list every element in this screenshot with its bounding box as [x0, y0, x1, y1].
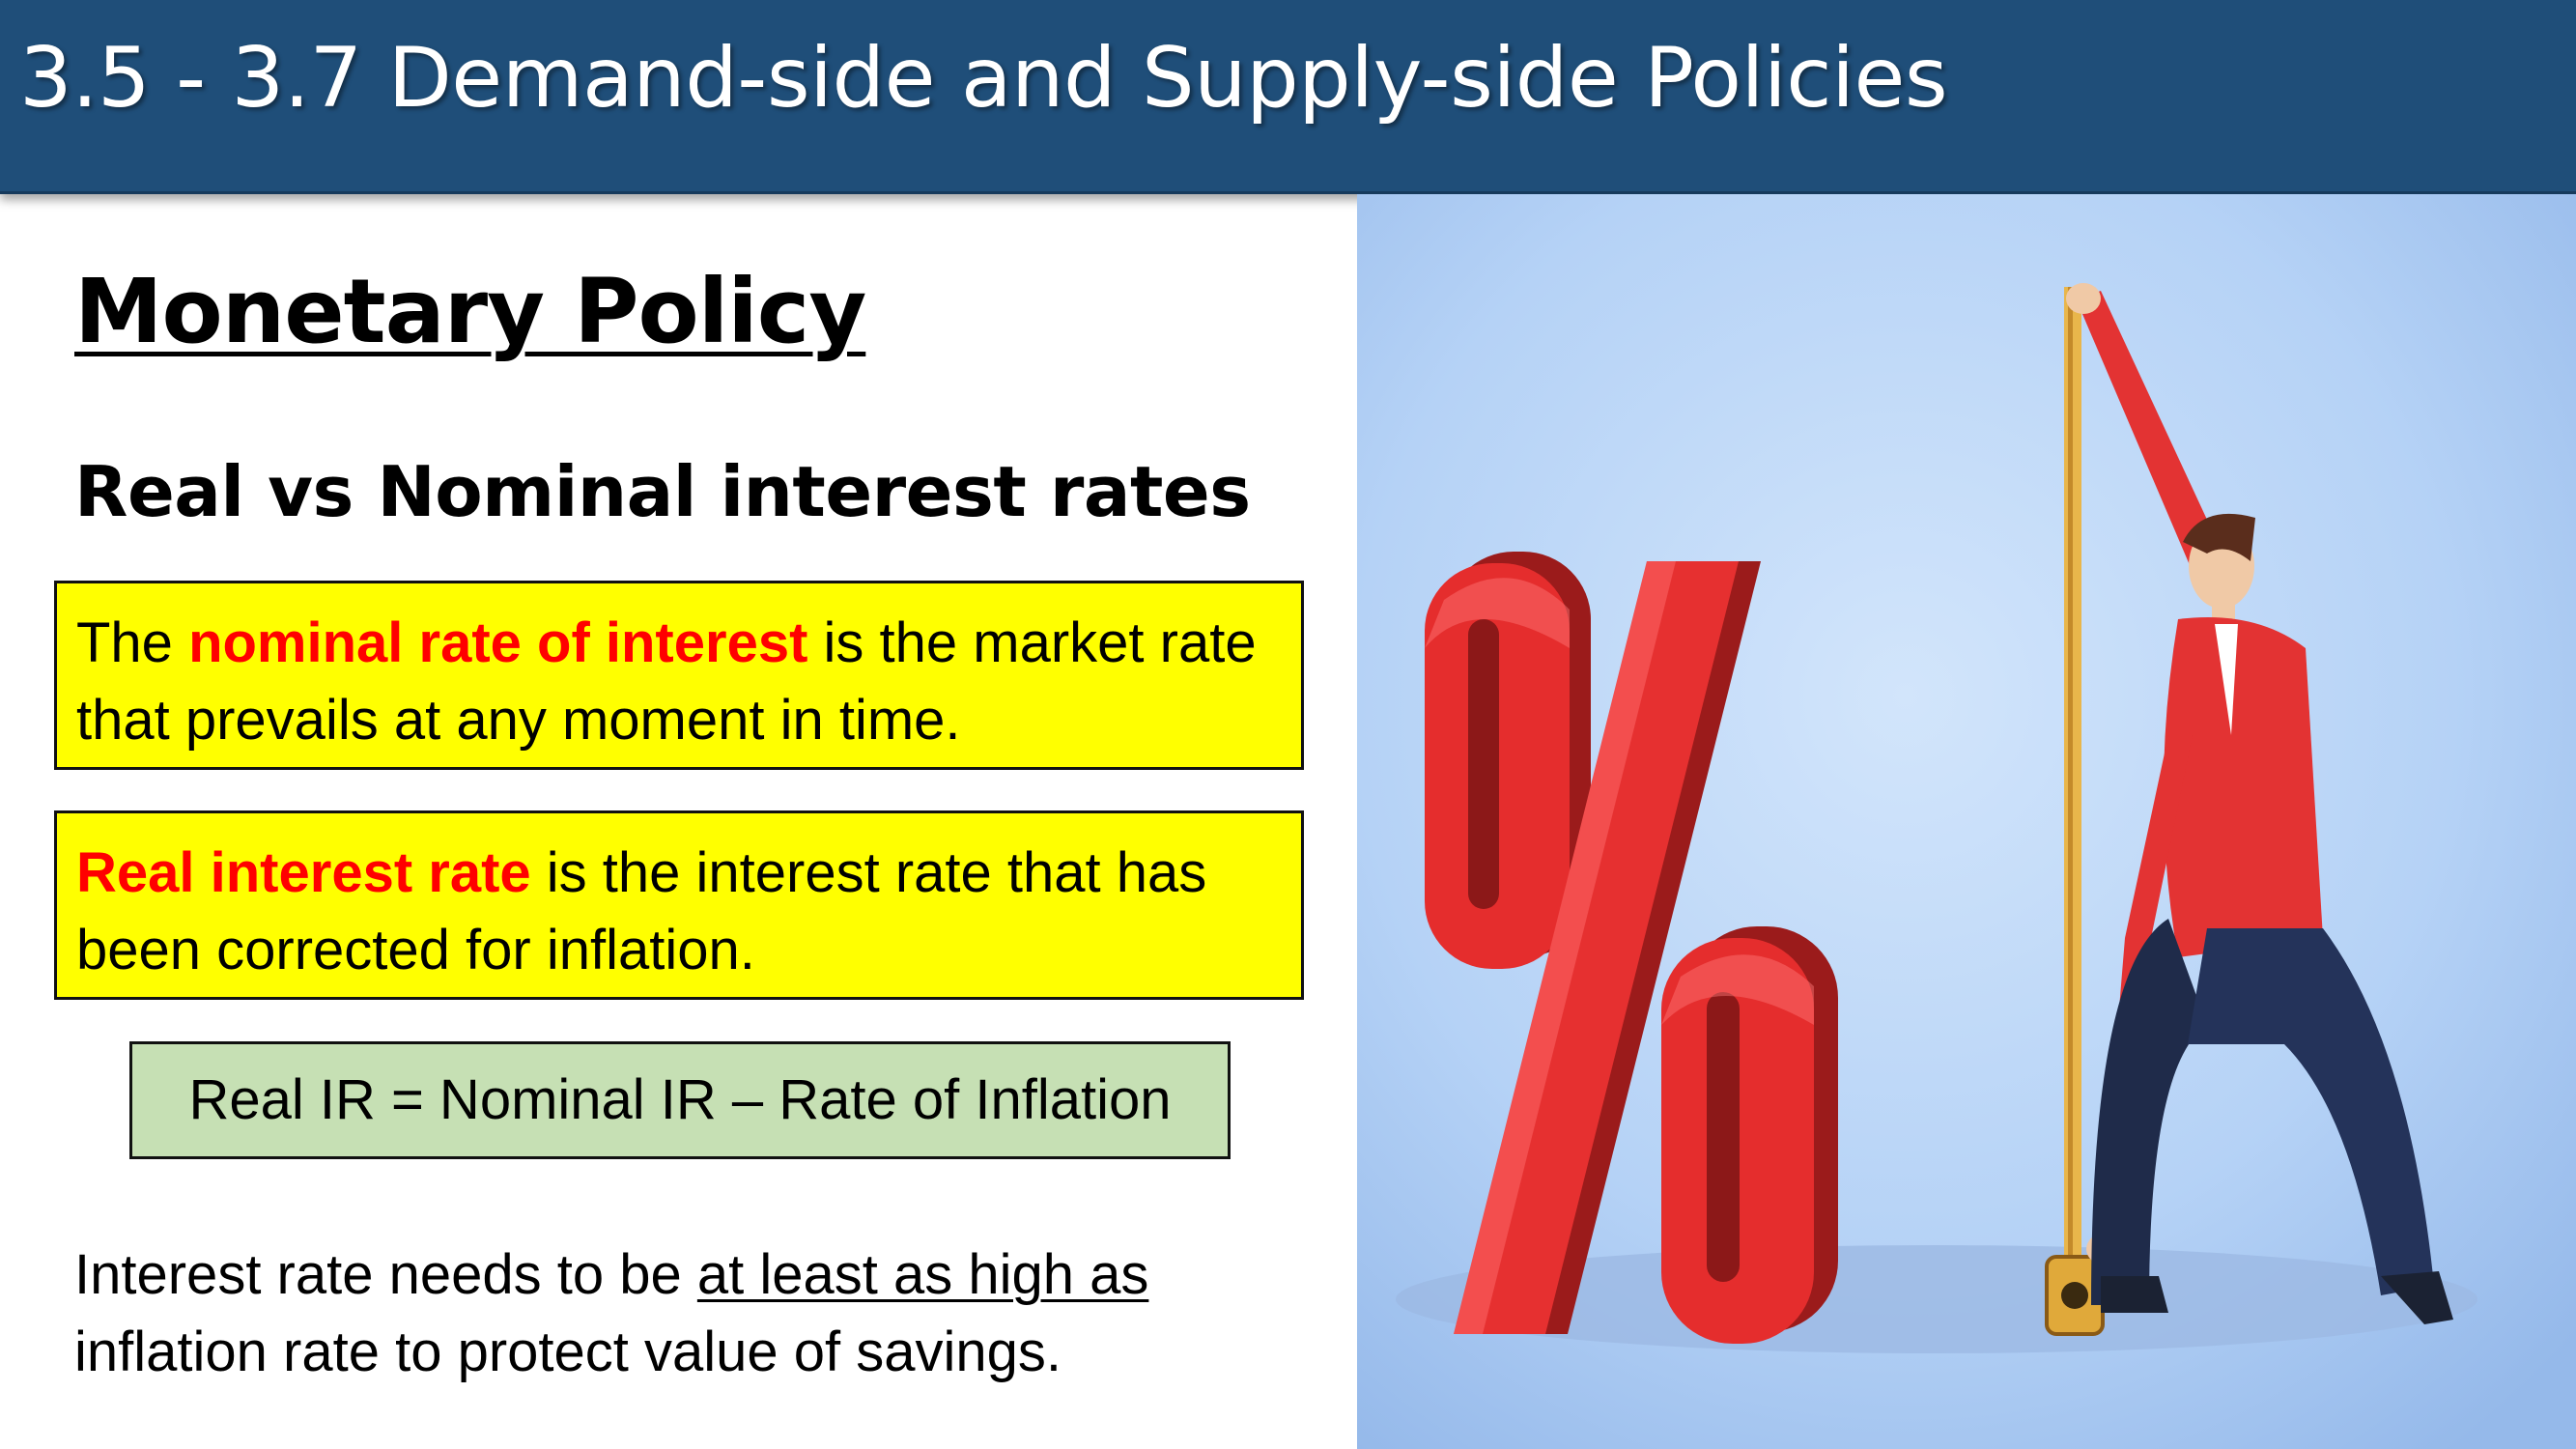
note-underlined-text: at least as high as: [696, 1243, 1149, 1306]
slide-title: 3.5 - 3.7 Demand-side and Supply-side Po…: [19, 30, 1948, 127]
note-text: Interest rate needs to be: [74, 1243, 697, 1306]
definition-highlight: Real interest rate: [76, 841, 531, 904]
man-measuring-percent-illustration: [1357, 194, 2576, 1449]
section-title: Monetary Policy: [74, 260, 866, 363]
slide-header: 3.5 - 3.7 Demand-side and Supply-side Po…: [0, 0, 2576, 194]
man-figure: [2066, 283, 2453, 1324]
real-rate-definition-box: Real interest rate is the interest rate …: [54, 810, 1304, 1000]
measuring-tape-icon: [2045, 287, 2105, 1336]
definition-highlight: nominal rate of interest: [188, 611, 808, 674]
formula-box: Real IR = Nominal IR – Rate of Inflation: [129, 1041, 1231, 1159]
note-text-end: inflation rate to protect value of savin…: [74, 1321, 1062, 1383]
percent-sign-icon: [1425, 552, 1838, 1344]
nominal-rate-definition-box: The nominal rate of interest is the mark…: [54, 581, 1304, 770]
definition-prefix: The: [76, 611, 189, 674]
definition-text: is the market rate that prevails at any …: [76, 611, 1257, 752]
definition-text: is the interest rate that has been corre…: [76, 841, 1207, 981]
savings-note: Interest rate needs to be at least as hi…: [74, 1236, 1349, 1391]
section-subtitle: Real vs Nominal interest rates: [74, 451, 1251, 532]
